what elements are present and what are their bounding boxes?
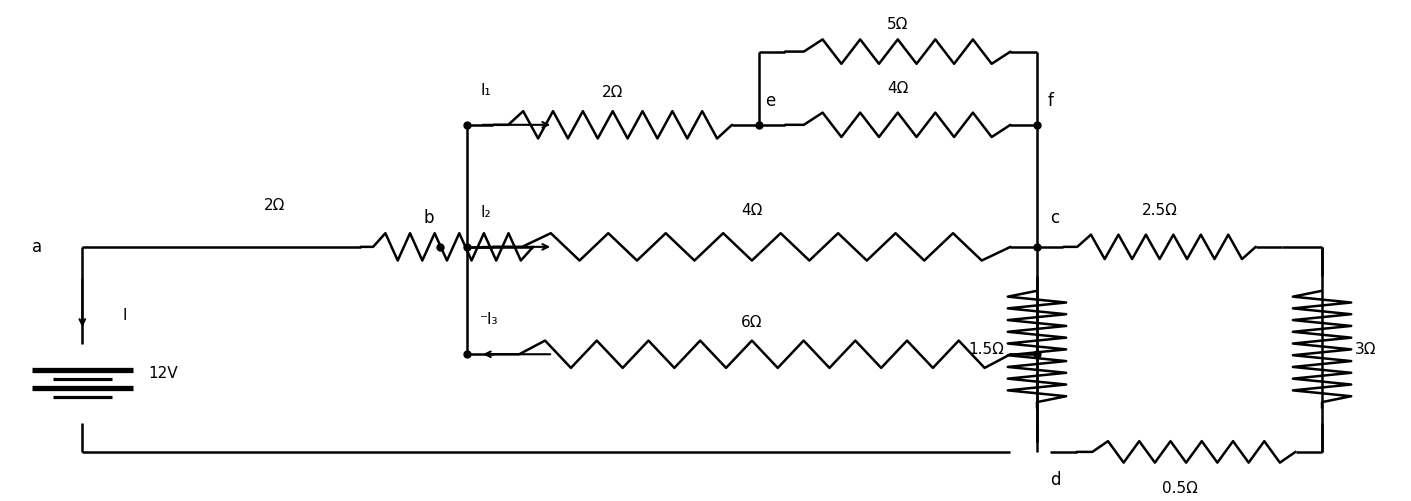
Text: 2Ω: 2Ω xyxy=(602,85,624,100)
Text: I₂: I₂ xyxy=(480,205,491,220)
Text: d: d xyxy=(1050,471,1061,489)
Text: 3Ω: 3Ω xyxy=(1355,342,1377,357)
Text: f: f xyxy=(1047,92,1054,110)
Text: e: e xyxy=(765,92,776,110)
Text: 2Ω: 2Ω xyxy=(264,198,285,213)
Text: 2.5Ω: 2.5Ω xyxy=(1141,202,1178,217)
Text: c: c xyxy=(1050,209,1060,227)
Text: 6Ω: 6Ω xyxy=(741,315,763,330)
Text: a: a xyxy=(32,238,42,256)
Text: ⁻I₃: ⁻I₃ xyxy=(480,313,498,328)
Text: I: I xyxy=(123,308,127,323)
Text: 0.5Ω: 0.5Ω xyxy=(1161,481,1198,496)
Text: 1.5Ω: 1.5Ω xyxy=(968,342,1003,357)
Text: 4Ω: 4Ω xyxy=(888,81,909,96)
Text: I₁: I₁ xyxy=(480,83,491,98)
Text: 12V: 12V xyxy=(148,366,178,381)
Text: 5Ω: 5Ω xyxy=(888,17,909,32)
Text: b: b xyxy=(423,209,433,227)
Text: 4Ω: 4Ω xyxy=(741,202,762,217)
